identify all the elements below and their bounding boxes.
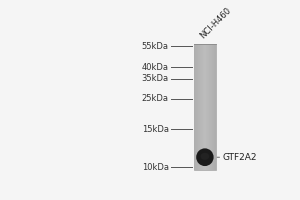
Bar — [209, 44, 210, 170]
Bar — [195, 44, 196, 170]
Bar — [214, 44, 215, 170]
Text: 10kDa: 10kDa — [142, 163, 169, 172]
Text: 35kDa: 35kDa — [142, 74, 169, 83]
Bar — [215, 44, 216, 170]
Bar — [214, 44, 215, 170]
Bar — [203, 44, 204, 170]
Bar — [211, 44, 212, 170]
Bar — [200, 44, 201, 170]
Bar — [206, 44, 207, 170]
Bar — [208, 44, 209, 170]
Bar — [196, 44, 197, 170]
Text: GTF2A2: GTF2A2 — [217, 153, 257, 162]
Bar — [203, 44, 204, 170]
Bar — [197, 44, 198, 170]
Bar — [199, 44, 200, 170]
Bar — [197, 44, 199, 170]
Bar — [204, 44, 205, 170]
Bar — [208, 44, 210, 170]
Text: 40kDa: 40kDa — [142, 63, 169, 72]
Bar — [210, 44, 211, 170]
Bar — [202, 44, 203, 170]
Ellipse shape — [200, 153, 209, 160]
Bar — [200, 44, 202, 170]
Text: 15kDa: 15kDa — [142, 125, 169, 134]
Bar — [194, 44, 195, 170]
Bar — [198, 44, 199, 170]
Text: 25kDa: 25kDa — [142, 94, 169, 103]
Bar — [194, 44, 216, 170]
Bar — [205, 44, 206, 170]
Bar — [212, 44, 213, 170]
Ellipse shape — [196, 148, 214, 166]
Bar — [206, 44, 207, 170]
Text: 55kDa: 55kDa — [142, 42, 169, 51]
Bar — [195, 44, 196, 170]
Text: NCI-H460: NCI-H460 — [199, 6, 233, 40]
Bar — [213, 44, 214, 170]
Bar — [207, 44, 208, 170]
Bar — [201, 44, 202, 170]
